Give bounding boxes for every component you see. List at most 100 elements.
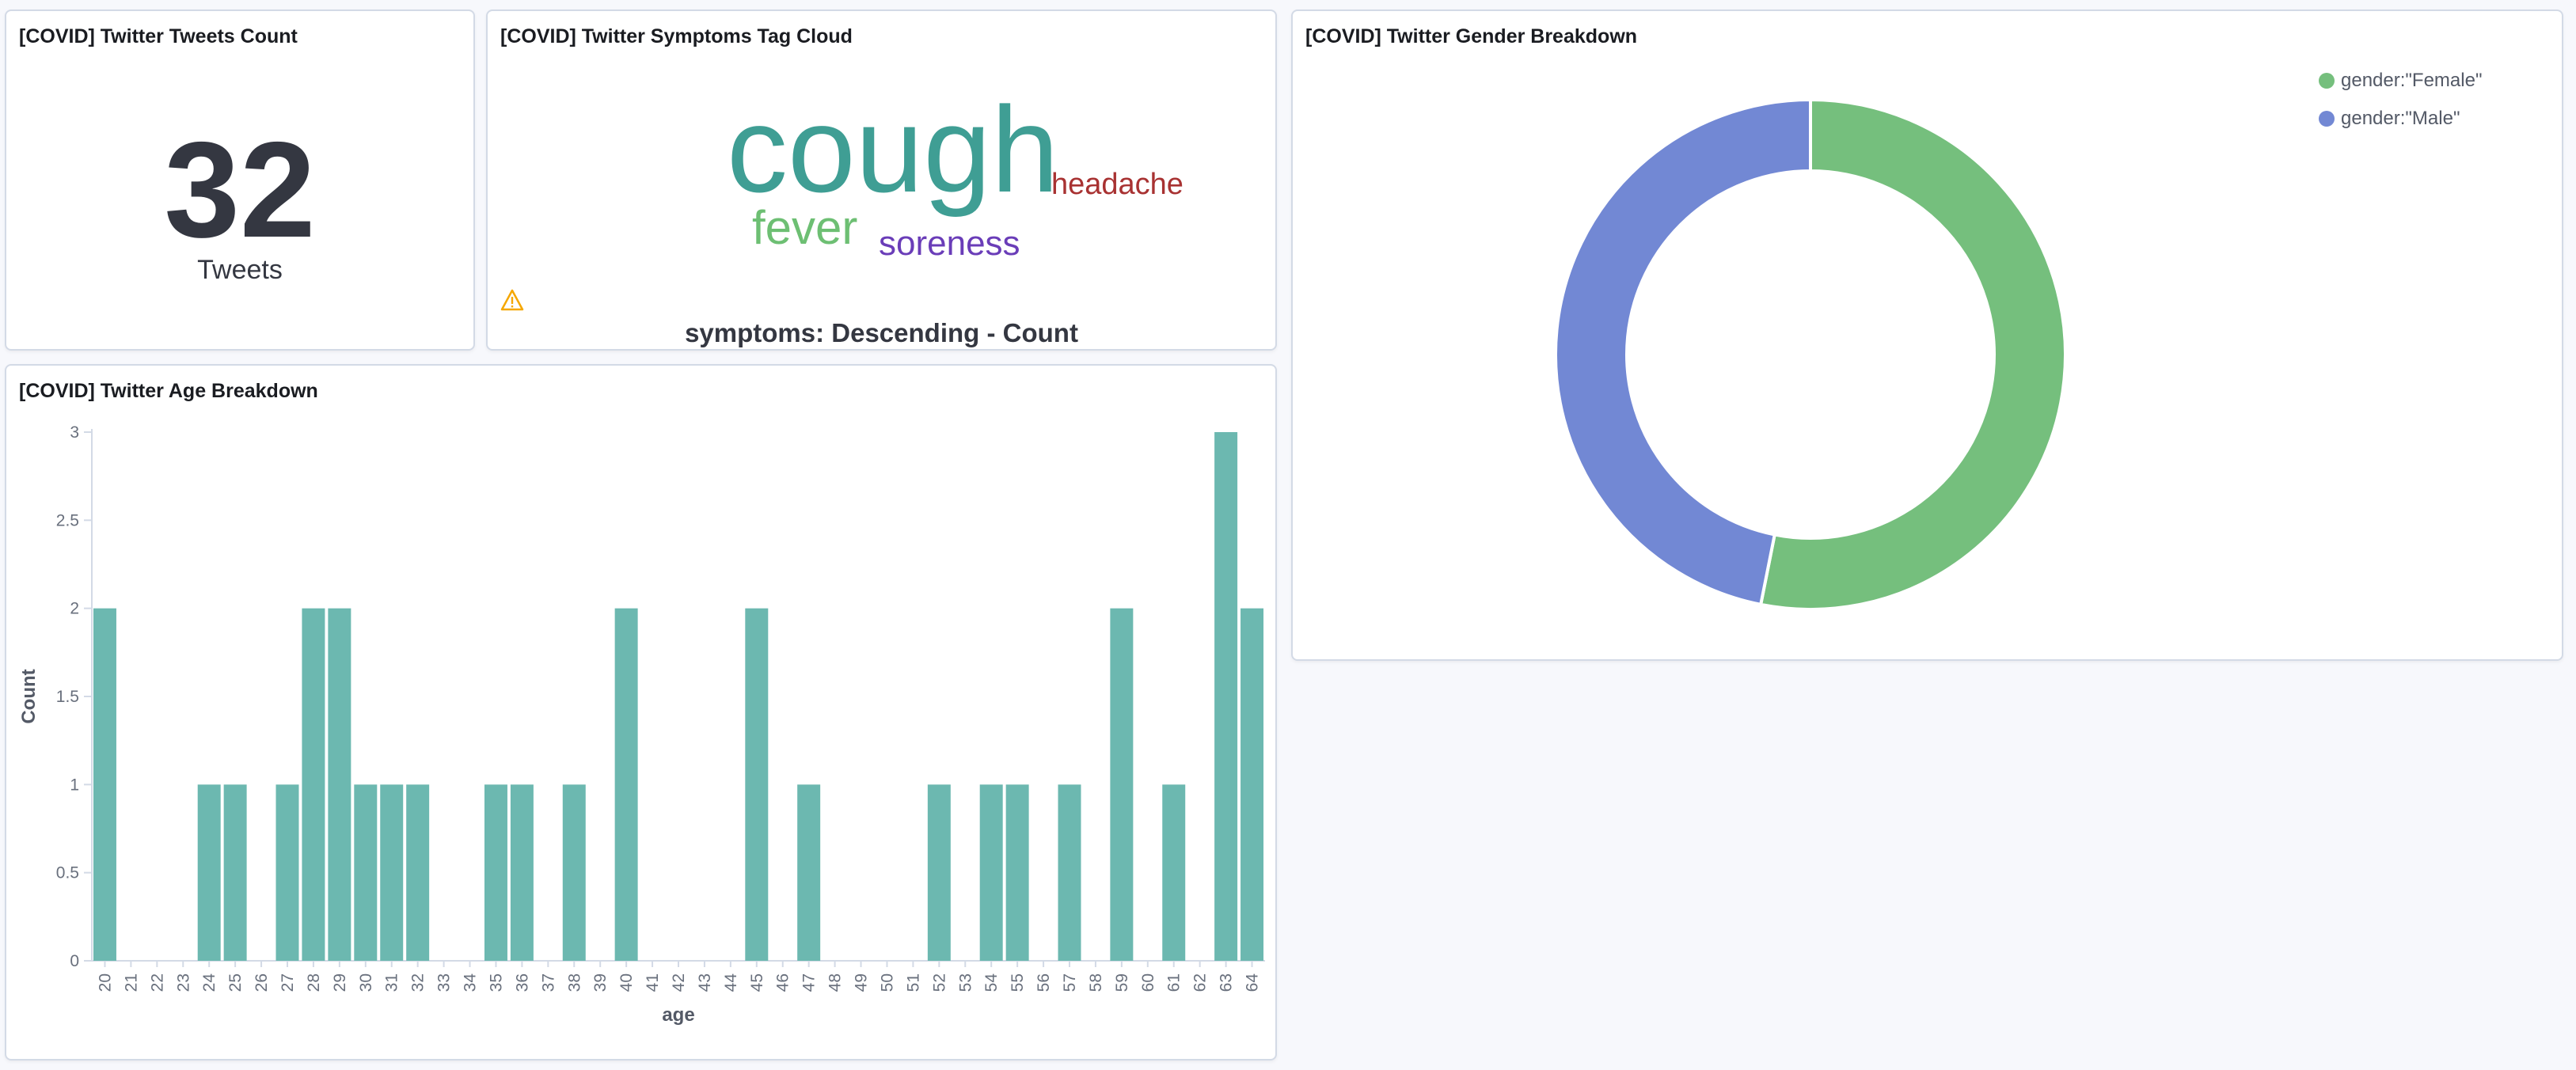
x-tick-label: 36 [513,973,531,992]
x-tick-label: 25 [226,973,245,992]
bar-age-38[interactable] [562,784,586,961]
x-tick-label: 48 [826,973,845,992]
x-tick-label: 37 [539,973,557,992]
x-tick-label: 40 [617,973,636,992]
tag-headache[interactable]: headache [1051,168,1184,201]
female-legend-dot-icon [2319,73,2335,89]
x-tick-label: 39 [591,973,610,992]
x-tick-label: 38 [565,973,583,992]
legend-item-male[interactable]: gender:"Male" [2319,108,2482,129]
tag-cloud-caption: symptoms: Descending - Count [685,318,1078,347]
y-tick-label: 2 [70,600,79,618]
x-tick-label: 64 [1244,973,1262,992]
x-tick-label: 54 [982,973,1001,992]
bar-age-31[interactable] [380,784,404,961]
x-tick-label: 33 [435,973,454,992]
tweets-count-label: Tweets [197,255,283,285]
x-tick-label: 59 [1113,973,1131,992]
bar-age-27[interactable] [275,784,299,961]
y-axis-title: Count [18,669,40,723]
y-tick-label: 1.5 [56,688,79,706]
bar-age-47[interactable] [797,784,821,961]
bar-age-28[interactable] [302,608,325,961]
panel-title: [COVID] Twitter Gender Breakdown [1305,25,1638,47]
donut-slice-male[interactable] [1554,97,1812,607]
tag-cough[interactable]: cough [727,82,1059,218]
donut-slice-female[interactable] [1758,97,2067,611]
bar-age-36[interactable] [510,784,534,961]
y-tick-label: 1 [70,776,79,794]
x-tick-label: 22 [148,973,166,992]
x-tick-label: 26 [253,973,271,992]
bar-age-54[interactable] [979,784,1003,961]
bar-age-63[interactable] [1214,432,1238,961]
x-tick-label: 35 [487,973,505,992]
bar-age-45[interactable] [745,608,769,961]
bar-age-24[interactable] [197,784,221,961]
x-tick-label: 30 [357,973,375,992]
bar-age-64[interactable] [1241,608,1264,961]
x-tick-label: 34 [462,973,480,992]
x-tick-label: 56 [1035,973,1053,992]
x-tick-label: 55 [1009,973,1027,992]
x-tick-label: 32 [409,973,427,992]
x-tick-label: 27 [279,973,297,992]
male-legend-dot-icon [2319,111,2335,127]
x-tick-label: 49 [853,973,871,992]
x-tick-label: 63 [1218,973,1236,992]
age-breakdown-panel: [COVID] Twitter Age Breakdown 0 0.5 1 1.5 2 2… [5,364,1277,1061]
x-tick-label: 58 [1087,973,1105,992]
x-tick-label: 42 [670,973,688,992]
gender-breakdown-panel: [COVID] Twitter Gender Breakdown gender:… [1291,9,2563,661]
x-tick-label: 53 [956,973,975,992]
warning-icon[interactable] [500,288,524,312]
bar-age-32[interactable] [406,784,430,961]
x-tick-label: 51 [904,973,922,992]
x-tick-label: 62 [1191,973,1210,992]
bar-age-55[interactable] [1005,784,1029,961]
bar-age-59[interactable] [1110,608,1134,961]
bar-age-52[interactable] [927,784,951,961]
panel-title: [COVID] Twitter Tweets Count [19,25,298,47]
x-tick-label: 20 [96,973,114,992]
bar-age-57[interactable] [1058,784,1081,961]
panel-title: [COVID] Twitter Symptoms Tag Cloud [500,25,853,47]
legend-label: gender:"Male" [2341,108,2460,129]
bar-age-30[interactable] [354,784,378,961]
bar-age-40[interactable] [614,608,638,961]
bar-age-29[interactable] [328,608,351,961]
gender-donut-chart [1554,97,2067,611]
x-tick-label: 60 [1139,973,1157,992]
x-tick-label: 44 [722,973,740,992]
x-tick-label: 31 [383,973,401,992]
x-tick-label: 46 [774,973,792,992]
x-tick-label: 23 [174,973,192,992]
y-tick-label: 0.5 [56,864,79,882]
tweets-count-panel: [COVID] Twitter Tweets Count 32 Tweets [5,9,475,351]
x-tick-label: 52 [930,973,948,992]
tag-soreness[interactable]: soreness [879,224,1020,263]
bar-age-20[interactable] [93,608,116,961]
bar-age-61[interactable] [1162,784,1186,961]
y-tick-label: 0 [70,952,79,970]
x-axis-title: age [662,1004,694,1026]
x-tick-label: 41 [644,973,662,992]
x-tick-label: 45 [748,973,766,992]
symptoms-tag-cloud-panel: [COVID] Twitter Symptoms Tag Cloud cough… [486,9,1277,351]
x-tick-label: 47 [800,973,819,992]
x-tick-label: 29 [331,973,349,992]
tag-fever[interactable]: fever [752,201,858,254]
gender-legend: gender:"Female" gender:"Male" [2319,70,2482,147]
tweets-count-value: 32 [164,114,316,266]
x-tick-label: 61 [1165,973,1184,992]
bar-age-25[interactable] [223,784,247,961]
panel-title: [COVID] Twitter Age Breakdown [19,380,318,402]
legend-item-female[interactable]: gender:"Female" [2319,70,2482,91]
y-tick-label: 2.5 [56,511,79,529]
x-tick-label: 21 [122,973,140,992]
x-tick-label: 28 [305,973,323,992]
age-bar-chart: 0 0.5 1 1.5 2 2.5 3 20 21 22 23 24 25 26 27 28 29 30 31 32 3… [18,423,1265,1026]
y-tick-label: 3 [70,423,79,442]
x-tick-label: 24 [200,973,218,992]
bar-age-35[interactable] [484,784,507,961]
